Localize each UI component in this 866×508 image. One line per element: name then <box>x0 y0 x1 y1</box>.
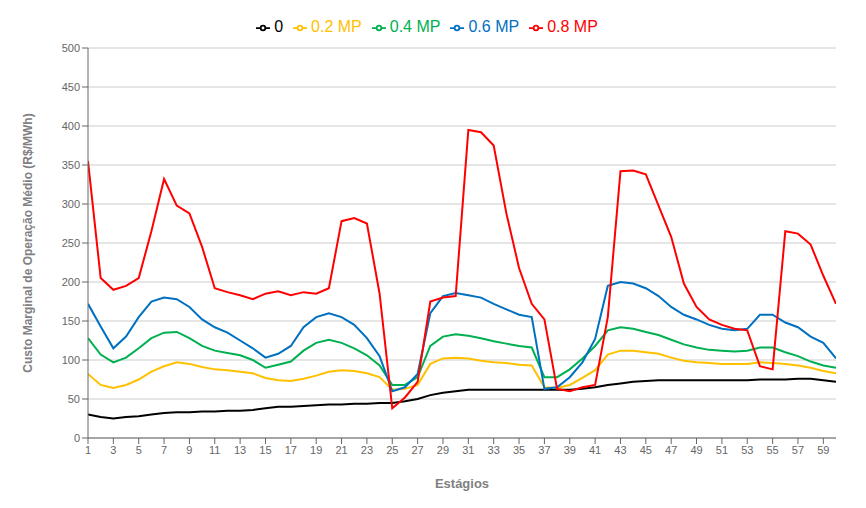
svg-text:200: 200 <box>62 276 80 288</box>
svg-text:19: 19 <box>310 444 322 456</box>
svg-text:Custo Marginal de Operação Méd: Custo Marginal de Operação Médio (R$/MWh… <box>21 113 35 372</box>
svg-text:400: 400 <box>62 120 80 132</box>
svg-text:49: 49 <box>690 444 702 456</box>
svg-text:0: 0 <box>74 432 80 444</box>
html-text:0.4 MP: 0.4 MP <box>389 18 441 35</box>
svg-text:47: 47 <box>665 444 677 456</box>
svg-text:3: 3 <box>110 444 116 456</box>
svg-text:55: 55 <box>766 444 778 456</box>
svg-text:21: 21 <box>335 444 347 456</box>
svg-text:35: 35 <box>513 444 525 456</box>
svg-text:150: 150 <box>62 315 80 327</box>
svg-text:27: 27 <box>412 444 424 456</box>
svg-text:33: 33 <box>488 444 500 456</box>
html-text:0.6 MP: 0.6 MP <box>468 18 520 35</box>
svg-text:100: 100 <box>62 354 80 366</box>
svg-text:25: 25 <box>386 444 398 456</box>
svg-text:50: 50 <box>68 393 80 405</box>
svg-text:Estágios: Estágios <box>435 476 489 491</box>
svg-text:43: 43 <box>614 444 626 456</box>
svg-text:11: 11 <box>209 444 220 456</box>
svg-text:57: 57 <box>792 444 804 456</box>
svg-text:1: 1 <box>85 444 91 456</box>
svg-text:41: 41 <box>589 444 601 456</box>
svg-text:45: 45 <box>640 444 652 456</box>
svg-text:500: 500 <box>62 42 80 54</box>
svg-text:13: 13 <box>234 444 246 456</box>
svg-text:450: 450 <box>62 81 80 93</box>
svg-text:7: 7 <box>161 444 167 456</box>
svg-text:350: 350 <box>62 159 80 171</box>
svg-text:59: 59 <box>817 444 829 456</box>
svg-text:37: 37 <box>538 444 550 456</box>
html-text:0: 0 <box>274 18 284 35</box>
svg-text:53: 53 <box>741 444 753 456</box>
svg-text:300: 300 <box>62 198 80 210</box>
svg-text:23: 23 <box>361 444 373 456</box>
svg-text:17: 17 <box>285 444 297 456</box>
svg-text:250: 250 <box>62 237 80 249</box>
svg-text:5: 5 <box>136 444 142 456</box>
svg-text:15: 15 <box>259 444 271 456</box>
html-text:0.8 MP: 0.8 MP <box>547 18 598 35</box>
svg-text:31: 31 <box>462 444 474 456</box>
html-text:0.2 MP: 0.2 MP <box>311 18 362 35</box>
svg-text:9: 9 <box>186 444 192 456</box>
svg-text:39: 39 <box>564 444 576 456</box>
svg-text:29: 29 <box>437 444 449 456</box>
svg-text:51: 51 <box>716 444 728 456</box>
